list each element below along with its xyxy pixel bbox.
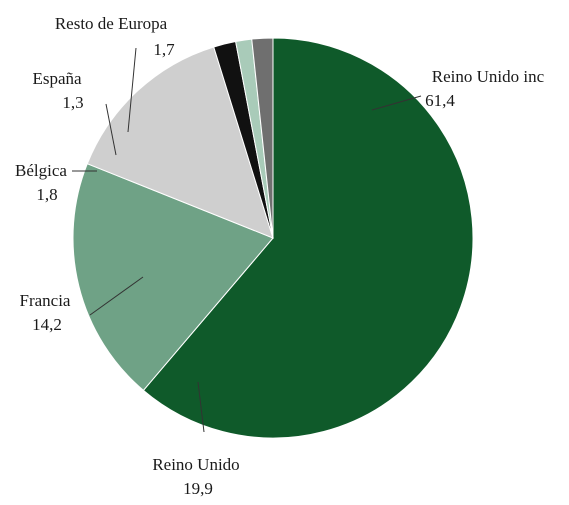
slice-label-belgica: Bélgica <box>15 161 67 180</box>
leader-line-francia <box>89 276 144 316</box>
slice-label-espana: España <box>32 69 82 88</box>
slice-label-francia: Francia <box>20 291 71 310</box>
leader-lines <box>72 47 422 433</box>
slice-value-espana: 1,3 <box>62 93 83 112</box>
slice-value-reino-unido-inc: 61,4 <box>425 91 455 110</box>
slice-value-reino-unido: 19,9 <box>183 479 213 498</box>
slice-value-resto-de-europa: 1,7 <box>153 40 175 59</box>
slice-value-belgica: 1,8 <box>36 185 57 204</box>
slice-label-reino-unido: Reino Unido <box>152 455 239 474</box>
pie-slice-reino-unido <box>72 163 274 392</box>
leader-line-espana <box>105 103 117 156</box>
leader-line-reino-unido-inc <box>371 95 422 111</box>
leader-line-resto-de-europa <box>127 47 137 133</box>
pie-slice-reino-unido-inc <box>142 37 474 439</box>
pie-slices <box>72 37 474 439</box>
pie-slice-resto-de-europa <box>251 37 274 239</box>
slice-label-resto-de-europa: Resto de Europa <box>55 14 168 33</box>
slice-labels: Reino Unido inc 61,4 Reino Unido 19,9 Franci… <box>15 14 545 498</box>
slice-label-reino-unido-inc: Reino Unido inc <box>432 67 545 86</box>
leader-line-reino-unido <box>197 381 205 433</box>
pie-slice-francia <box>86 46 274 239</box>
slice-value-francia: 14,2 <box>32 315 62 334</box>
